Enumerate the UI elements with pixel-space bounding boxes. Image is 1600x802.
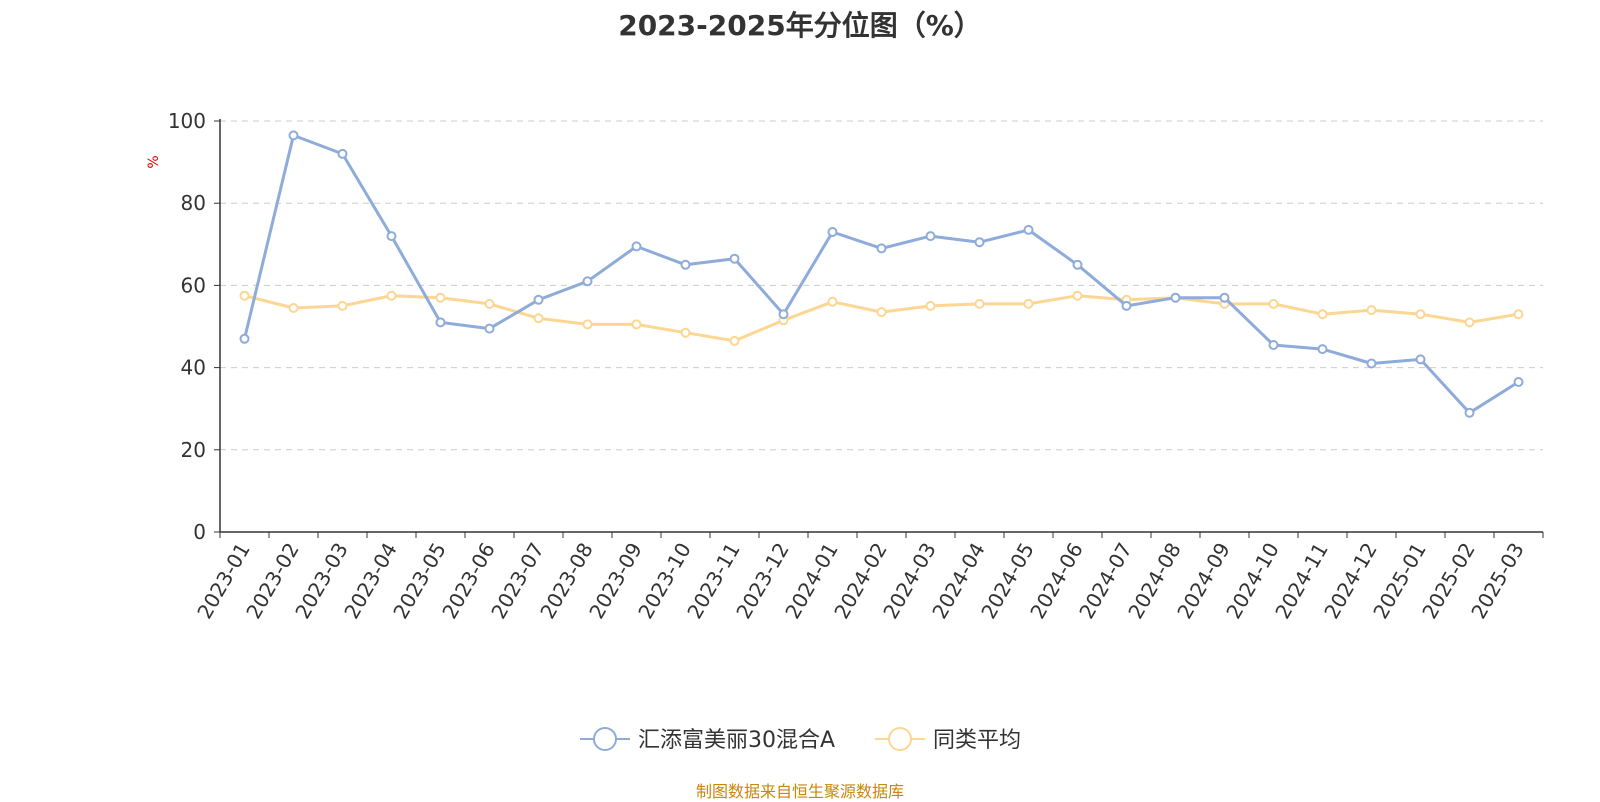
data-point [484,323,495,334]
legend-label: 汇添富美丽30混合A [638,728,835,753]
data-point [631,241,642,252]
data-point [239,290,250,301]
y-tick-label: 0 [193,520,206,544]
data-point [1317,309,1328,320]
series-line [243,133,1520,415]
grid-lines [220,120,1543,451]
data-point [631,319,642,330]
y-tick-label: 60 [181,273,206,297]
data-point [876,243,887,254]
data-point [1072,259,1083,270]
series [239,130,1524,418]
data-point [1072,290,1083,301]
legend-marker [593,727,617,751]
data-point [337,148,348,159]
source-note: 制图数据来自恒生聚源数据库 [695,782,904,801]
data-point [680,327,691,338]
data-point [533,313,544,324]
legend-item-0[interactable]: 汇添富美丽30混合A [580,727,835,753]
data-point [925,300,936,311]
data-point [582,276,593,287]
axes: 0204060801002023-012023-022023-032023-04… [168,109,1544,623]
data-point [1023,224,1034,235]
data-point [1366,305,1377,316]
data-point [386,231,397,242]
legend-item-1[interactable]: 同类平均 [875,727,1021,753]
data-point [582,319,593,330]
data-point [1464,317,1475,328]
data-point [974,298,985,309]
data-point [435,292,446,303]
data-point [288,130,299,141]
data-point [827,296,838,307]
data-point [876,307,887,318]
data-point [778,309,789,320]
legend-marker [888,727,912,751]
data-point [1317,344,1328,355]
data-point [680,259,691,270]
y-tick-label: 80 [181,191,206,215]
chart-title: 2023-2025年分位图（%） [618,9,982,42]
data-point [1219,292,1230,303]
data-point [239,333,250,344]
y-axis-label: % [146,155,162,168]
data-point [925,231,936,242]
data-point [1415,354,1426,365]
y-tick-label: 40 [181,356,206,380]
data-point [1121,300,1132,311]
series-line [244,294,1519,343]
series-0 [239,130,1524,418]
y-tick-label: 20 [181,438,206,462]
data-point [288,303,299,313]
data-point [337,300,348,311]
data-point [1023,298,1034,309]
data-point [1268,298,1279,309]
data-point [1513,309,1524,320]
data-point [533,294,544,305]
data-point [1513,377,1524,387]
data-point [484,298,495,309]
data-point [974,237,985,248]
legend-label: 同类平均 [933,728,1021,753]
data-point [1366,358,1377,369]
data-point [729,335,740,346]
data-point [1415,309,1426,320]
data-point [1170,292,1181,303]
data-point [1268,340,1279,350]
data-point [729,253,740,264]
series-1 [239,290,1524,346]
data-point [827,227,838,237]
y-tick-label: 100 [168,109,206,133]
data-point [435,317,446,328]
data-point [386,290,397,301]
data-point [1464,407,1475,418]
legend[interactable]: 汇添富美丽30混合A 同类平均 [580,727,1021,753]
